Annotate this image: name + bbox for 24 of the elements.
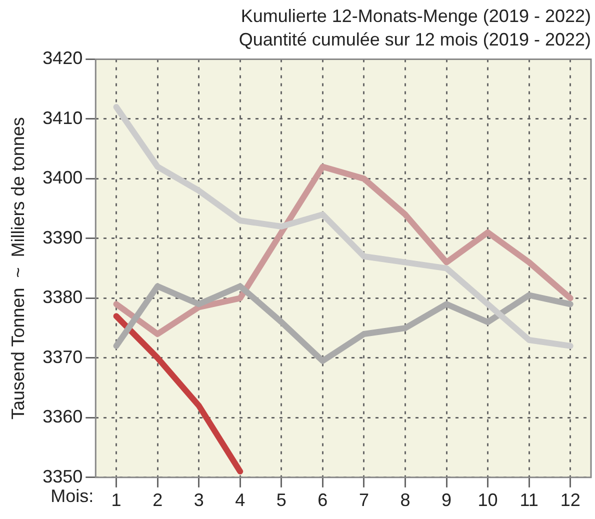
x-tick-label: 10 [478,490,498,510]
x-tick-label: 2 [152,490,163,510]
y-tick-label: 3380 [42,287,83,308]
x-tick-label: 5 [276,490,286,510]
x-tick-label: 11 [520,490,538,510]
y-tick-label: 3390 [42,227,83,248]
x-tick-label: 4 [235,490,246,510]
x-tick-label: 1 [111,490,122,510]
chart-title: Kumulierte 12-Monats-Menge (2019 - 2022) [240,6,591,26]
x-tick-label: 12 [560,490,580,510]
y-tick-label: 3410 [42,108,83,128]
chart-subtitle: Quantité cumulée sur 12 mois (2019 - 2022) [238,29,591,50]
x-axis-title: Mois: [50,486,94,506]
y-tick-label: 3420 [42,48,83,68]
y-tick-label: 3360 [42,406,83,427]
y-axis-title: Tausend Tonnen ~ Milliers de tonnes [8,117,28,420]
x-tick-label: 6 [318,490,328,510]
x-tick-label: 9 [442,490,452,510]
y-tick-label: 3370 [42,346,83,367]
y-tick-label: 3400 [42,168,83,188]
y-tick-label: 3350 [42,466,83,486]
x-tick-label: 8 [400,490,410,510]
x-tick-label: 3 [194,490,204,510]
x-tick-label: 7 [358,490,369,510]
